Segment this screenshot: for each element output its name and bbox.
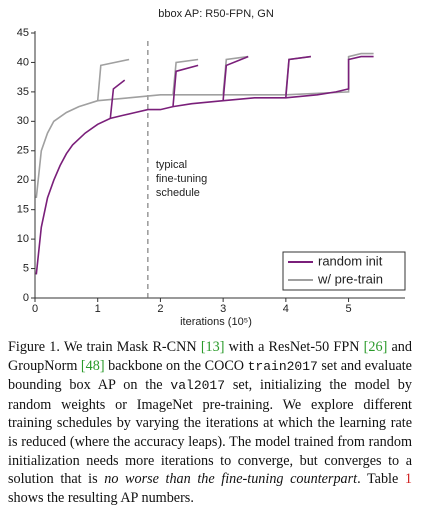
y-tick-label: 35 xyxy=(17,86,29,98)
citation[interactable]: [48] xyxy=(80,357,105,374)
series-line xyxy=(35,55,374,275)
caption-text: backbone on the COCO xyxy=(104,357,248,374)
x-axis-label: iterations (10⁵) xyxy=(180,316,252,328)
x-tick-label: 1 xyxy=(95,303,101,315)
x-tick-label: 3 xyxy=(220,303,226,315)
caption-code: val2017 xyxy=(170,378,226,394)
caption-text: shows the resulting AP numbers. xyxy=(8,489,194,506)
caption-text: . Table xyxy=(357,471,405,488)
caption-text: with a ResNet-50 FPN xyxy=(224,339,364,355)
y-tick-label: 20 xyxy=(17,174,29,186)
caption-code: train2017 xyxy=(247,358,318,374)
citation[interactable]: [26] xyxy=(363,339,388,355)
x-tick-label: 4 xyxy=(283,303,289,315)
chart: bbox AP: R50-FPN, GN iterations (10⁵) 0 5… xyxy=(17,8,406,328)
y-tick-label: 30 xyxy=(17,115,29,127)
caption: Figure 1. We train Mask R-CNN [13] with … xyxy=(8,338,412,507)
y-tick-label: 5 xyxy=(23,262,29,274)
caption-text: Figure 1. We train Mask R-CNN xyxy=(8,339,201,355)
table-ref[interactable]: 1 xyxy=(404,471,412,488)
y-tick-label: 15 xyxy=(17,204,29,216)
annotation: typical xyxy=(156,159,187,171)
chart-title: bbox AP: R50-FPN, GN xyxy=(158,8,274,20)
legend-label: w/ pre-train xyxy=(317,271,383,286)
x-tick-label: 2 xyxy=(157,303,163,315)
x-tick-label: 5 xyxy=(345,303,351,315)
legend-box xyxy=(282,251,406,291)
caption-text: and GroupNorm xyxy=(8,339,412,374)
annotation: fine-tuning xyxy=(156,173,207,185)
caption-emphasis: no worse than the fine-tuning counterpar… xyxy=(104,471,358,488)
y-tick-label: 10 xyxy=(17,233,29,245)
citation[interactable]: [13] xyxy=(200,339,225,355)
y-tick-label: 40 xyxy=(17,56,29,68)
y-tick-label: 0 xyxy=(23,292,29,304)
annotation: schedule xyxy=(156,187,200,199)
y-tick-label: 45 xyxy=(17,27,29,39)
x-tick-label: 0 xyxy=(32,303,38,315)
caption-text: set and evaluate bounding box AP on the xyxy=(8,357,412,394)
caption-text: set, initializing the model by random we… xyxy=(8,377,412,488)
series-line xyxy=(35,52,374,198)
legend-label: random init xyxy=(318,253,383,268)
y-tick-label: 25 xyxy=(17,145,29,157)
